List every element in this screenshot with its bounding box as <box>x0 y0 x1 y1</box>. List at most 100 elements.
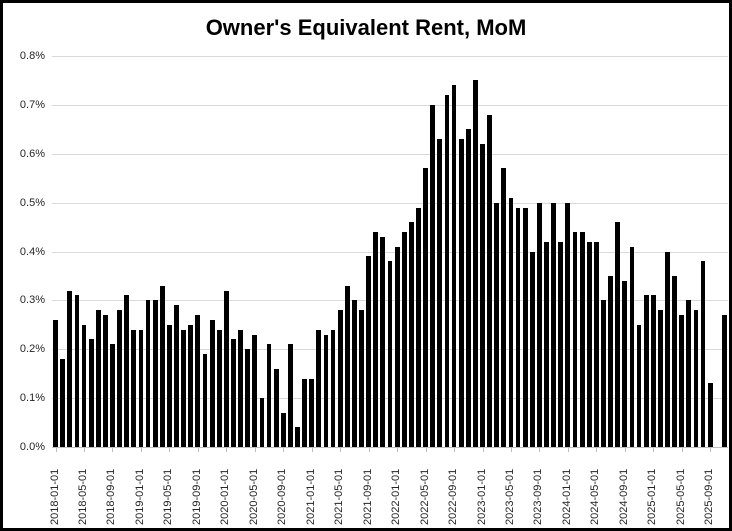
bar <box>622 280 628 447</box>
bar <box>188 324 194 447</box>
gridline <box>52 202 728 204</box>
x-tick-label: 2019-09-01 <box>190 468 203 525</box>
bar <box>323 334 329 447</box>
bar <box>544 241 549 447</box>
bar <box>138 329 144 447</box>
x-tick-mark <box>425 448 427 452</box>
y-tick-label: 0.3% <box>19 294 45 307</box>
bar <box>572 231 578 447</box>
x-tick-mark <box>710 448 712 452</box>
bar <box>216 329 222 447</box>
bar <box>95 310 101 447</box>
bar <box>686 300 692 447</box>
bar <box>522 207 528 447</box>
bar <box>643 295 649 447</box>
bar <box>280 412 286 447</box>
bar <box>693 310 699 447</box>
bar <box>181 329 187 447</box>
x-tick-mark <box>254 448 256 452</box>
bar <box>480 143 485 447</box>
bar <box>352 300 357 447</box>
bar <box>259 398 265 447</box>
bar <box>672 275 678 447</box>
bar <box>586 241 592 447</box>
bar <box>110 344 115 447</box>
x-tick-mark <box>340 448 342 452</box>
gridline <box>52 153 728 155</box>
bar <box>131 329 137 447</box>
bar <box>74 295 80 447</box>
x-tick-label: 2021-09-01 <box>361 468 374 525</box>
bar <box>152 300 158 447</box>
y-tick-label: 0.6% <box>19 147 45 160</box>
x-tick-label: 2018-01-01 <box>48 468 61 525</box>
bar <box>615 222 621 447</box>
bar <box>102 315 108 447</box>
bar <box>81 324 87 447</box>
y-tick-label: 0.4% <box>19 245 45 258</box>
bar <box>337 310 343 447</box>
x-tick-label: 2025-01-01 <box>646 468 659 525</box>
x-tick-mark <box>567 448 569 452</box>
bar <box>238 329 243 447</box>
bar <box>629 246 635 447</box>
x-tick-mark <box>653 448 655 452</box>
y-tick-label: 0.2% <box>19 343 45 356</box>
bar <box>537 202 542 447</box>
x-tick-mark <box>596 448 598 452</box>
chart-title: Owner's Equivalent Rent, MoM <box>205 15 527 40</box>
bar <box>416 207 421 447</box>
x-tick-label: 2020-05-01 <box>247 468 260 525</box>
bar <box>309 378 315 447</box>
x-tick-label: 2021-05-01 <box>333 468 346 525</box>
x-tick-mark <box>510 448 512 452</box>
bar <box>53 319 58 447</box>
bar <box>394 246 400 447</box>
bar <box>316 329 322 447</box>
x-tick-label: 2019-05-01 <box>162 468 175 525</box>
bar <box>88 339 94 447</box>
x-tick-mark <box>197 448 199 452</box>
bar <box>658 310 663 447</box>
gridline <box>52 251 728 253</box>
x-tick-label: 2019-01-01 <box>133 468 146 525</box>
bar <box>287 344 293 447</box>
bar <box>529 251 535 447</box>
x-tick-mark <box>454 448 456 452</box>
x-tick-label: 2023-05-01 <box>503 468 516 525</box>
x-tick-mark <box>482 448 484 452</box>
bar <box>700 261 706 447</box>
x-tick-mark <box>624 448 626 452</box>
x-tick-mark <box>681 448 683 452</box>
bar <box>245 349 251 447</box>
gridline <box>52 56 728 57</box>
bar <box>636 324 642 447</box>
bar <box>565 202 571 447</box>
x-tick-label: 2018-05-01 <box>77 468 90 525</box>
y-tick-label: 0.1% <box>19 392 45 405</box>
bar <box>266 344 272 447</box>
y-tick-label: 0.7% <box>19 98 45 111</box>
bar <box>302 378 307 447</box>
x-tick-mark <box>397 448 399 452</box>
x-tick-label: 2022-09-01 <box>447 468 460 525</box>
bar <box>423 168 428 447</box>
x-tick-label: 2021-01-01 <box>304 468 317 525</box>
bar <box>472 80 478 447</box>
bar <box>401 231 407 447</box>
bar <box>295 427 300 447</box>
bar <box>601 300 606 447</box>
bar <box>60 359 66 447</box>
bar <box>430 104 436 447</box>
bar <box>273 368 279 447</box>
y-tick-label: 0.0% <box>19 441 45 453</box>
x-tick-mark <box>539 448 541 452</box>
bar <box>501 168 507 447</box>
bar <box>465 129 471 447</box>
y-tick-label: 0.5% <box>19 196 45 209</box>
x-tick-mark <box>311 448 313 452</box>
bar <box>387 261 393 447</box>
bar <box>167 324 172 447</box>
bar <box>707 383 713 447</box>
